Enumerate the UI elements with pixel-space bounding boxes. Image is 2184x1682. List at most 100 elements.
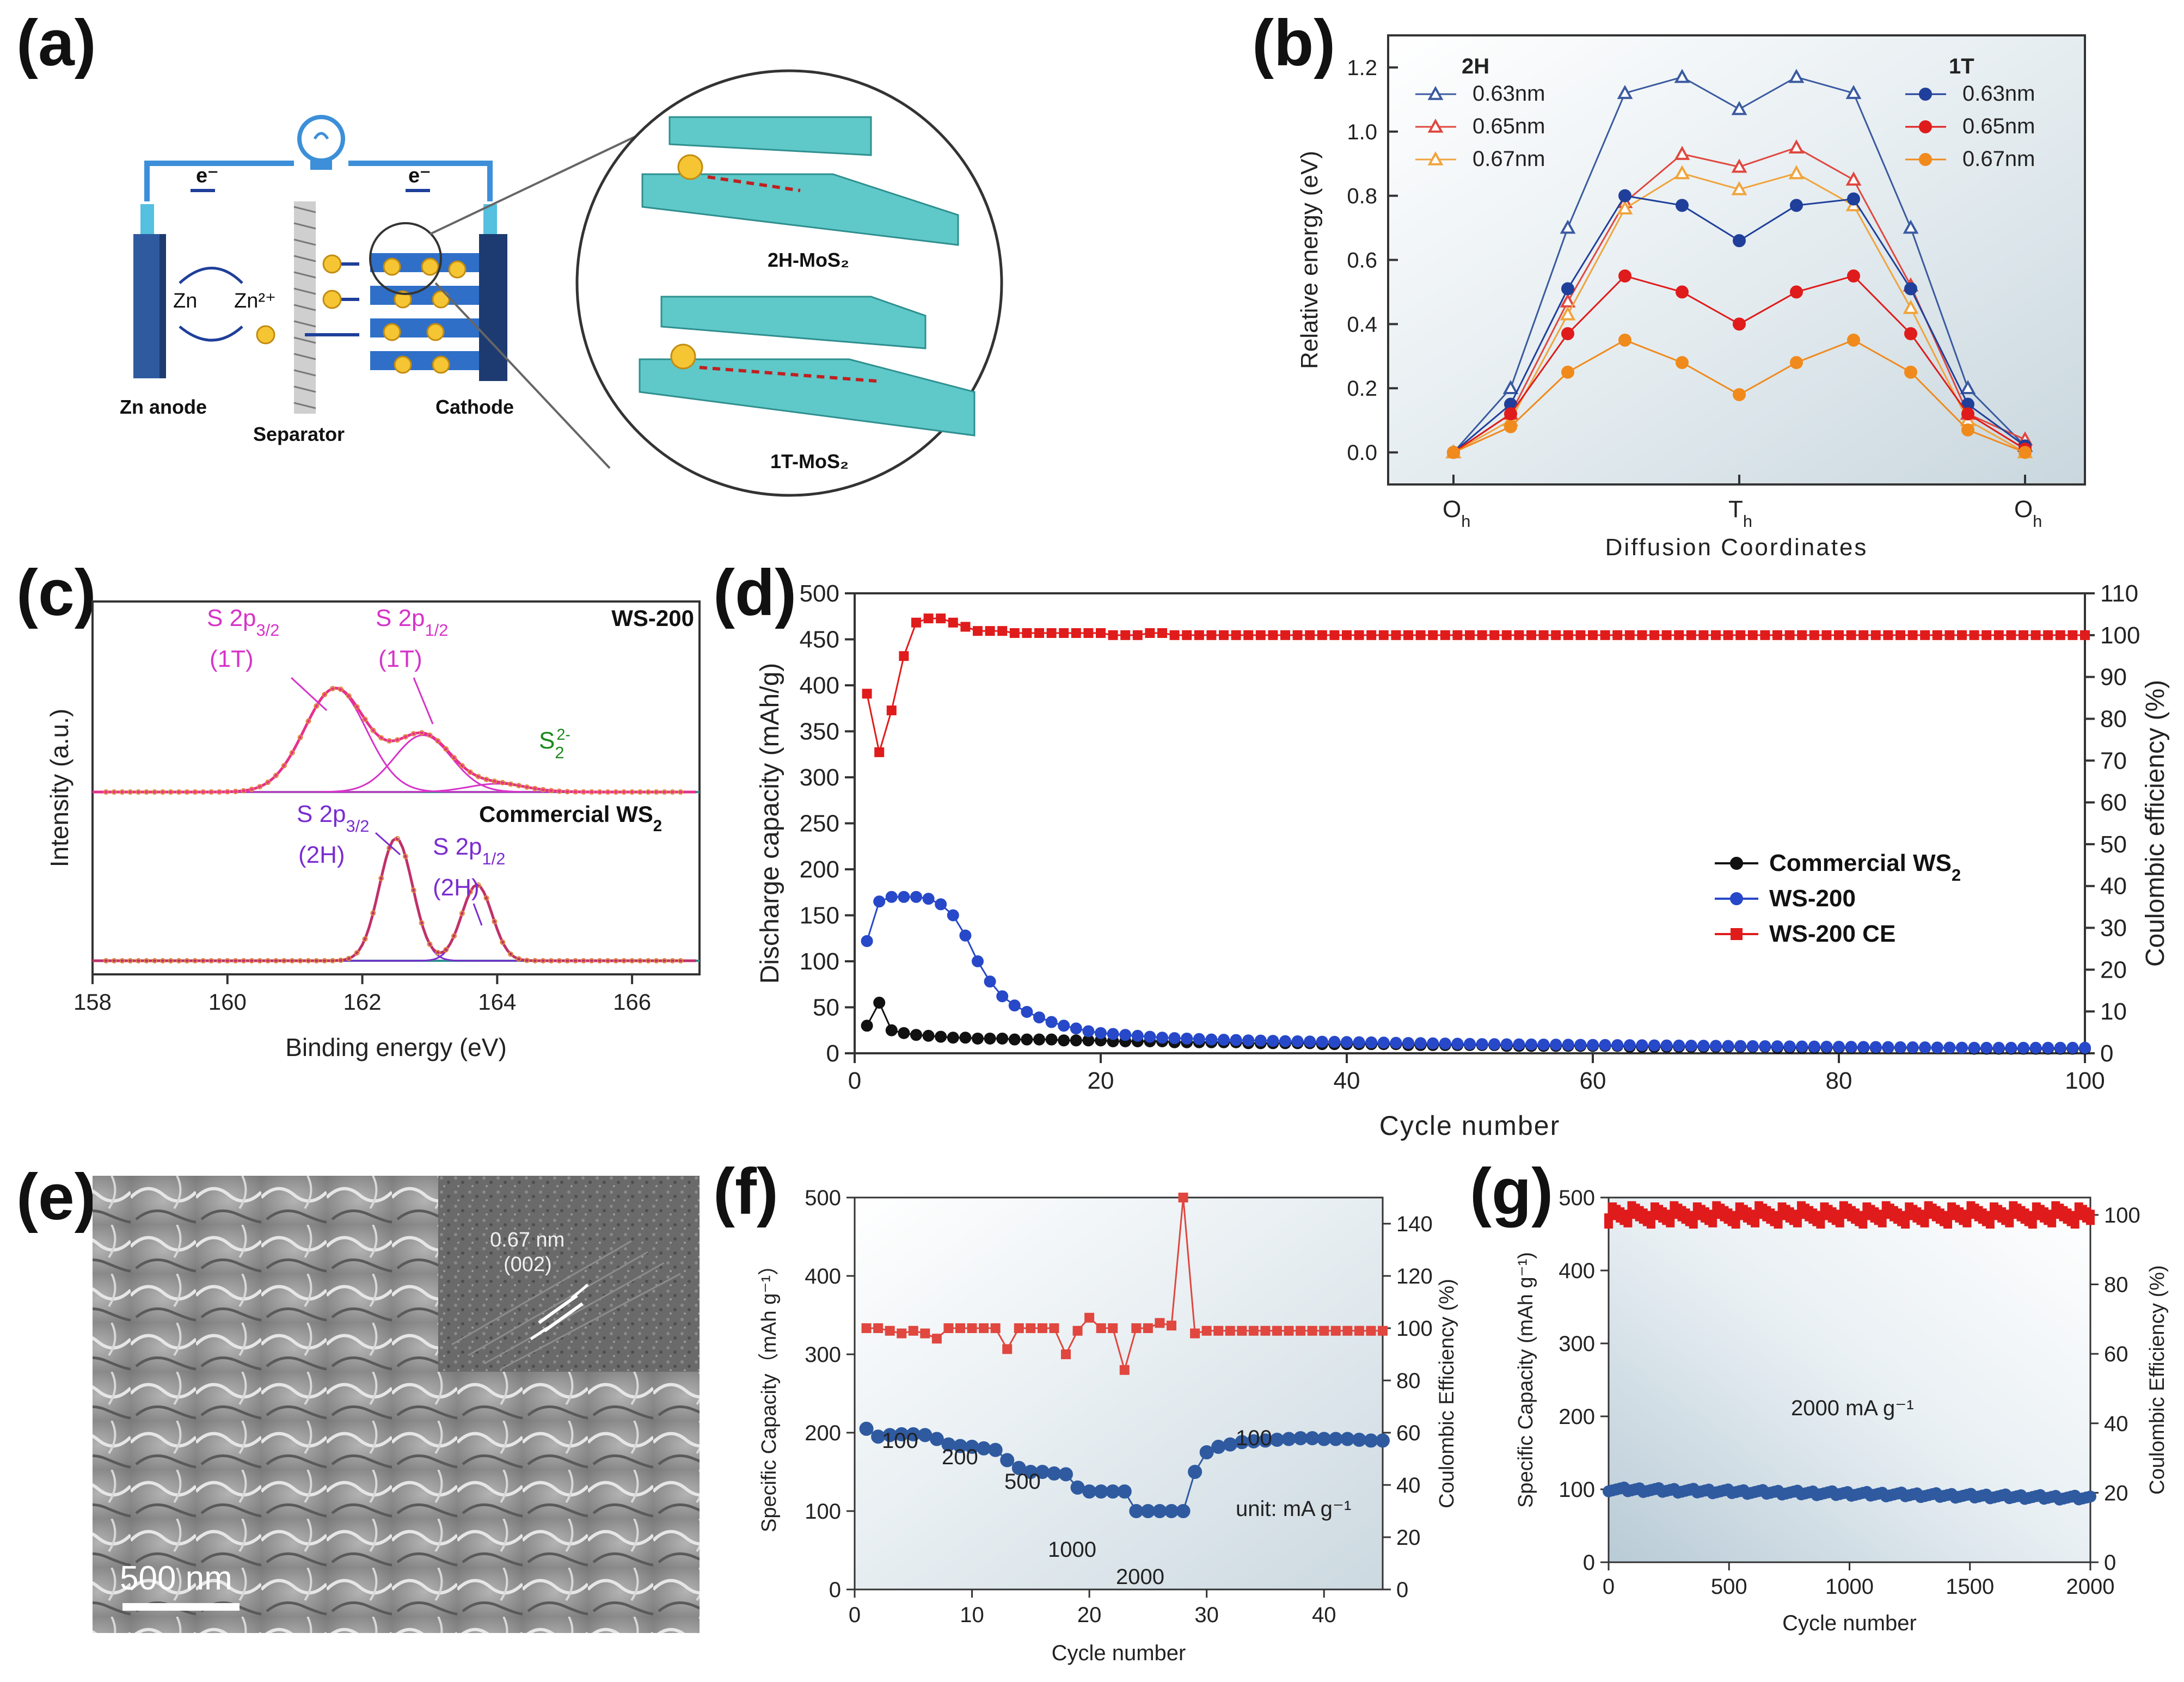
data-point bbox=[144, 789, 150, 795]
zoom-circle-small bbox=[369, 222, 442, 295]
separator bbox=[293, 201, 316, 414]
series-CE bbox=[1604, 1201, 2095, 1229]
data-point bbox=[1961, 407, 1974, 421]
data-point bbox=[1733, 388, 1746, 401]
data-point bbox=[281, 958, 287, 963]
y-tick-label: 0 bbox=[829, 1578, 841, 1602]
y-tick-label: 450 bbox=[800, 627, 839, 653]
y2-tick-label: 0 bbox=[1396, 1578, 1408, 1602]
data-point bbox=[1788, 165, 1805, 180]
data-point bbox=[1094, 1484, 1108, 1499]
x-axis-label: Cycle number bbox=[1379, 1110, 1560, 1141]
anno-arrow bbox=[375, 832, 401, 856]
legend-label: 0.67nm bbox=[1962, 147, 2035, 171]
x-tick-label: 60 bbox=[1580, 1067, 1606, 1094]
data-point bbox=[1562, 1039, 1574, 1051]
data-point bbox=[1857, 1041, 1870, 1053]
data-point bbox=[1176, 1504, 1191, 1518]
data-point bbox=[330, 957, 336, 963]
data-point bbox=[936, 613, 946, 624]
data-point bbox=[621, 789, 627, 795]
data-point bbox=[897, 1328, 907, 1339]
data-point bbox=[402, 734, 408, 740]
data-point bbox=[1624, 630, 1635, 640]
data-point bbox=[1981, 630, 1992, 640]
data-point bbox=[1213, 1325, 1224, 1336]
panel-f-label: (f) bbox=[713, 1155, 778, 1228]
y2-tick-label: 80 bbox=[1396, 1369, 1421, 1393]
data-point bbox=[898, 1027, 910, 1039]
data-point bbox=[1292, 630, 1303, 640]
x-axis-label: Binding energy (eV) bbox=[285, 1033, 507, 1061]
data-point bbox=[1883, 630, 1893, 640]
data-point bbox=[1525, 1038, 1537, 1051]
data-point bbox=[1931, 1041, 1943, 1054]
data-point bbox=[119, 958, 125, 963]
data-point bbox=[859, 1421, 874, 1436]
data-point bbox=[1710, 1040, 1722, 1052]
data-point bbox=[1674, 69, 1690, 83]
y2-tick-label: 20 bbox=[2104, 1481, 2128, 1505]
plot-area bbox=[91, 600, 701, 975]
data-point bbox=[565, 789, 570, 795]
y2-tick-label: 40 bbox=[2104, 1412, 2128, 1436]
data-point bbox=[103, 789, 109, 795]
panel-d-chart: (d)0501001502002503003504004505000102030… bbox=[713, 556, 2170, 1141]
data-point bbox=[1131, 1323, 1142, 1333]
x-tick-label: 164 bbox=[478, 989, 516, 1015]
data-point bbox=[1199, 1445, 1214, 1459]
panel-e-label: (e) bbox=[16, 1161, 96, 1233]
y-axis-label: Specific Capacity（mAh g⁻¹） bbox=[758, 1255, 781, 1532]
y-tick-label: 50 bbox=[813, 995, 839, 1021]
data-point bbox=[988, 1442, 1003, 1457]
y2-tick-label: 70 bbox=[2100, 747, 2127, 774]
y2-tick-label: 90 bbox=[2100, 664, 2127, 691]
data-point bbox=[984, 1032, 996, 1045]
y2-tick-label: 100 bbox=[2104, 1204, 2140, 1227]
data-point bbox=[678, 958, 684, 963]
data-point bbox=[1083, 628, 1094, 638]
data-point bbox=[136, 958, 142, 963]
y2-tick-label: 80 bbox=[2100, 705, 2127, 732]
legend-label: 0.63nm bbox=[1473, 82, 1545, 106]
data-point bbox=[467, 889, 473, 895]
legend-marker bbox=[1427, 118, 1444, 133]
data-point bbox=[459, 763, 465, 769]
data-point bbox=[289, 958, 295, 963]
y2-tick-label: 140 bbox=[1396, 1212, 1433, 1236]
data-point bbox=[885, 891, 898, 903]
data-point bbox=[1676, 285, 1689, 299]
data-point bbox=[1058, 1020, 1070, 1032]
data-point bbox=[1574, 1039, 1587, 1051]
data-point bbox=[1268, 630, 1278, 640]
data-point bbox=[338, 957, 343, 963]
data-point bbox=[257, 958, 263, 963]
data-point bbox=[1352, 1432, 1366, 1447]
panel-a-label: (a) bbox=[16, 7, 96, 79]
x-tick-label: Oh bbox=[2014, 496, 2042, 531]
zn-ions bbox=[256, 254, 342, 345]
data-point bbox=[1723, 630, 1733, 640]
data-point bbox=[899, 651, 909, 661]
data-point bbox=[410, 730, 416, 736]
data-point bbox=[1366, 630, 1377, 640]
data-point bbox=[918, 1428, 933, 1442]
data-point bbox=[151, 958, 157, 963]
x-tick-label: 80 bbox=[1826, 1067, 1852, 1094]
separator-label: Separator bbox=[253, 423, 345, 445]
x-tick-label: 20 bbox=[1077, 1603, 1102, 1627]
data-point bbox=[556, 957, 562, 963]
plot-area bbox=[1608, 1196, 2091, 1563]
data-point bbox=[861, 1020, 873, 1032]
data-point bbox=[1618, 333, 1631, 347]
mos2-1t-label: 1T-MoS₂ bbox=[770, 450, 849, 472]
data-point bbox=[1617, 200, 1633, 215]
data-point bbox=[362, 716, 368, 722]
data-point bbox=[1140, 1504, 1155, 1518]
data-point bbox=[556, 788, 562, 794]
data-point bbox=[1341, 1036, 1353, 1048]
data-point bbox=[136, 789, 142, 795]
anode-label: Zn anode bbox=[120, 396, 207, 418]
data-point bbox=[1059, 1467, 1073, 1482]
y2-axis-label: Coulombic Efficiency (%) bbox=[2146, 1265, 2169, 1495]
